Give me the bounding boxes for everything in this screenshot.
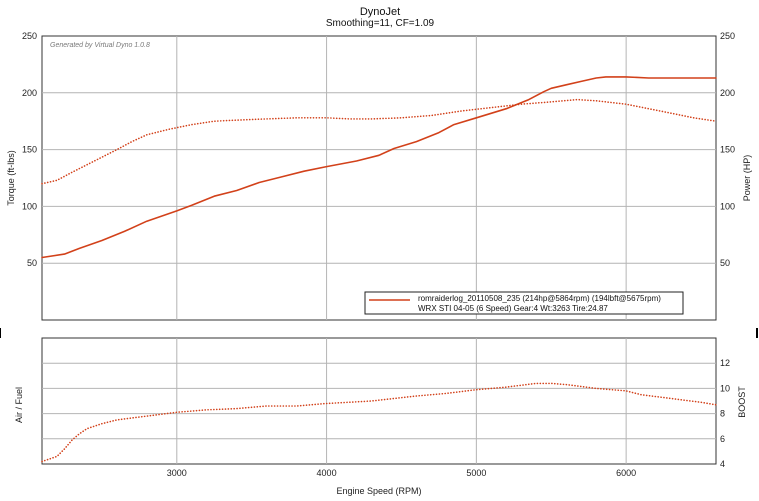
right-y-tick-label: 8 [720, 409, 725, 419]
right-y-tick-label: 250 [720, 31, 735, 41]
right-y-tick-label: 200 [720, 88, 735, 98]
bottom-series-group [41, 382, 717, 463]
right-y-tick-label: 150 [720, 145, 735, 155]
watermark-note: Generated by Virtual Dyno 1.0.8 [50, 42, 150, 49]
left-y-tick-label: 100 [22, 201, 37, 211]
dotted-series-line [41, 382, 717, 463]
bottom-plot-frame [41, 337, 717, 465]
top-tick-labels: 50 50 100 100 150 150 200 200 250 250 [22, 31, 735, 268]
left-y-tick-label: 50 [27, 258, 37, 268]
dotted-series-line [41, 98, 717, 185]
power-axis-label: Power (HP) [742, 155, 752, 202]
right-y-tick-label: 4 [720, 459, 725, 469]
legend-box [364, 291, 684, 315]
right-y-tick-label: 100 [720, 201, 735, 211]
air-fuel-axis-label: Air / Fuel [14, 387, 24, 423]
top-grid [42, 36, 716, 320]
left-y-tick-label: 150 [22, 145, 37, 155]
top-plot-frame [41, 35, 717, 321]
legend-entry-vehicle: WRX STI 04-05 (6 Speed) Gear:4 Wt:3263 T… [418, 304, 608, 313]
boost-axis-label: BOOST [737, 386, 747, 418]
left-y-tick-label: 250 [22, 31, 37, 41]
left-y-tick-label: 200 [22, 88, 37, 98]
x-tick-label: 4000 [317, 468, 337, 478]
chart-legend: romraiderlog_20110508_235 (214hp@5864rpm… [364, 291, 684, 315]
chart-subtitle: Smoothing=11, CF=1.09 [326, 18, 435, 29]
x-tick-label: 5000 [466, 468, 486, 478]
torque-axis-label: Torque (ft-lbs) [6, 150, 16, 206]
bottom-grid [42, 338, 716, 464]
solid-series-line [41, 76, 717, 259]
chart-title: DynoJet [360, 6, 400, 18]
right-y-tick-label: 50 [720, 258, 730, 268]
engine-speed-axis-label: Engine Speed (RPM) [336, 486, 421, 496]
right-y-tick-label: 10 [720, 383, 730, 393]
right-y-tick-label: 12 [720, 358, 730, 368]
x-tick-label: 6000 [616, 468, 636, 478]
right-y-tick-label: 6 [720, 434, 725, 444]
air-fuel-boost-panel: 4 6 8 10 12 3000 4000 5000 6000 Air / Fuel BOOST… [14, 337, 747, 496]
torque-power-panel: 50 50 100 100 150 150 200 200 250 250 Generated b… [6, 31, 752, 321]
x-tick-label: 3000 [167, 468, 187, 478]
legend-entry-run: romraiderlog_20110508_235 (214hp@5864rpm… [418, 294, 661, 303]
top-series-group [41, 76, 717, 259]
bottom-tick-labels: 4 6 8 10 12 3000 4000 5000 6000 [167, 358, 730, 478]
